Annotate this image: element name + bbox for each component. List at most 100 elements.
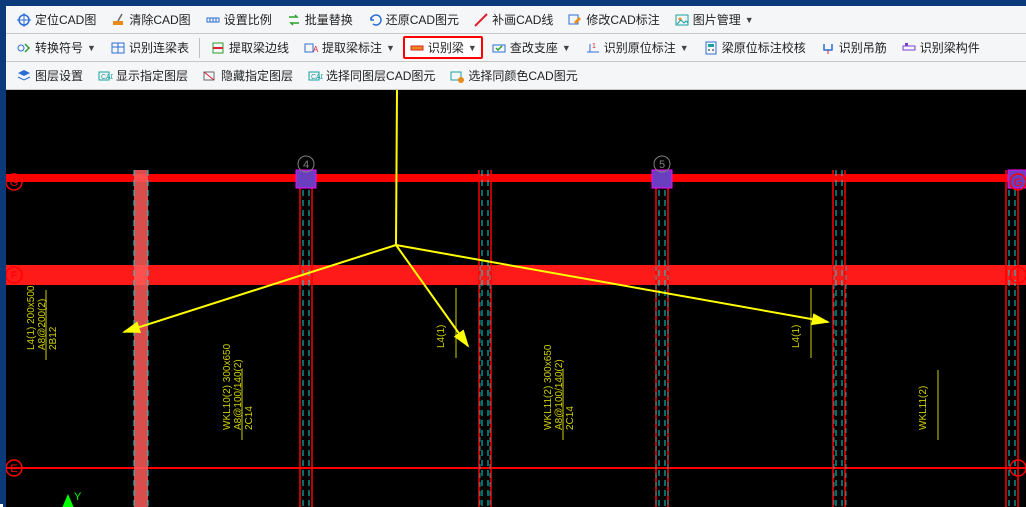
hide-layer-label: 隐藏指定图层 — [221, 67, 293, 84]
svg-text:WKL11(2) 300x650: WKL11(2) 300x650 — [543, 344, 554, 430]
rec-cont-beam-button[interactable]: 识别连梁表 — [104, 36, 195, 59]
edit-ann-icon — [567, 12, 583, 28]
rec-hanger-label: 识别吊筋 — [839, 39, 887, 56]
ruler-icon — [205, 12, 221, 28]
chevron-down-icon: ▼ — [680, 43, 689, 53]
svg-text:L4(1): L4(1) — [791, 325, 802, 348]
svg-text:CAD: CAD — [101, 74, 113, 81]
svg-text:2B12: 2B12 — [48, 326, 59, 350]
sel-same-layer-label: 选择同图层CAD图元 — [326, 67, 435, 84]
svg-text:WKL10(2) 300x650: WKL10(2) 300x650 — [222, 343, 233, 430]
locate-cad-label: 定位CAD图 — [35, 11, 96, 28]
svg-text:L4(1) 200x500: L4(1) 200x500 — [26, 285, 37, 350]
set-scale-button[interactable]: 设置比例 — [199, 8, 278, 31]
target-icon — [16, 12, 32, 28]
fill-cad-line-button[interactable]: 补画CAD线 — [467, 8, 559, 31]
extract-beam-edge-label: 提取梁边线 — [229, 39, 289, 56]
svg-text:2C14: 2C14 — [565, 406, 576, 430]
show-layer-button[interactable]: CAD显示指定图层 — [91, 64, 194, 87]
beam-orig-cal-button[interactable]: 梁原位标注校核 — [697, 36, 812, 59]
convert-symbol-button[interactable]: 转换符号 ▼ — [10, 36, 102, 59]
beam-orig-cal-label: 梁原位标注校核 — [722, 39, 806, 56]
line-icon — [473, 12, 489, 28]
clear-cad-button[interactable]: 清除CAD图 — [104, 8, 196, 31]
rec-orig-ann-button[interactable]: 1 识别原位标注 ▼ — [579, 36, 695, 59]
check-support-label: 查改支座 — [510, 39, 558, 56]
extract-edge-icon — [210, 40, 226, 56]
layer-settings-button[interactable]: 图层设置 — [10, 64, 89, 87]
svg-text:4: 4 — [303, 159, 309, 171]
restore-cad-button[interactable]: 还原CAD图元 — [361, 8, 465, 31]
sel-same-color-button[interactable]: 选择同颜色CAD图元 — [443, 64, 583, 87]
extract-ann-icon: A — [303, 40, 319, 56]
chevron-down-icon: ▼ — [562, 43, 571, 53]
svg-text:A8@100/140(2): A8@100/140(2) — [233, 359, 244, 430]
show-layer-label: 显示指定图层 — [116, 67, 188, 84]
fill-cad-line-label: 补画CAD线 — [492, 11, 553, 28]
undo-icon — [367, 12, 383, 28]
hanger-icon — [820, 40, 836, 56]
rec-hanger-button[interactable]: 识别吊筋 — [814, 36, 893, 59]
toolbar-row-3: 图层设置CAD显示指定图层隐藏指定图层CAD选择同图层CAD图元选择同颜色CAD… — [6, 62, 1026, 90]
hide-layer-button[interactable]: 隐藏指定图层 — [196, 64, 299, 87]
cad-canvas[interactable]: 4545GFECGCL4(1) 200x500A8@200(2)2B12WKL1… — [6, 90, 1026, 507]
extract-beam-ann-button[interactable]: A提取梁标注 ▼ — [297, 36, 401, 59]
svg-text:2C14: 2C14 — [244, 406, 255, 430]
swap-icon — [286, 12, 302, 28]
sel-same-layer-button[interactable]: CAD选择同图层CAD图元 — [301, 64, 441, 87]
check-icon — [491, 40, 507, 56]
show-icon: CAD — [97, 68, 113, 84]
svg-text:G: G — [1014, 177, 1023, 189]
set-scale-label: 设置比例 — [224, 11, 272, 28]
convert-symbol-label: 转换符号 — [35, 39, 83, 56]
svg-text:E: E — [10, 463, 17, 475]
rec-beam-comp-button[interactable]: 识别梁构件 — [895, 36, 986, 59]
svg-text:A8@200(2): A8@200(2) — [37, 299, 48, 350]
svg-text:G: G — [10, 177, 19, 189]
image-mgr-button[interactable]: 图片管理 ▼ — [668, 8, 760, 31]
clear-cad-label: 清除CAD图 — [129, 11, 190, 28]
batch-replace-label: 批量替换 — [305, 11, 353, 28]
svg-text:A8@100/140(2): A8@100/140(2) — [554, 359, 565, 430]
layer-settings-label: 图层设置 — [35, 67, 83, 84]
svg-text:L4(1): L4(1) — [436, 325, 447, 348]
toolbar-row-2: 转换符号 ▼ 识别连梁表 提取梁边线 A提取梁标注 ▼ 识别梁 ▼ 查改支座 ▼ 1 识别原位标注 ▼ 梁… — [6, 34, 1026, 62]
check-support-button[interactable]: 查改支座 ▼ — [485, 36, 577, 59]
sel-layer-icon: CAD — [307, 68, 323, 84]
batch-replace-button[interactable]: 批量替换 — [280, 8, 359, 31]
image-mgr-label: 图片管理 — [693, 11, 741, 28]
toolbar-row-1: 定位CAD图 清除CAD图 设置比例 批量替换 还原CAD图元 补画CAD线 修改CAD标注… — [6, 6, 1026, 34]
extract-beam-edge-button[interactable]: 提取梁边线 — [204, 36, 295, 59]
svg-text:1: 1 — [592, 43, 596, 50]
svg-text:A: A — [313, 45, 319, 54]
rec-orig-ann-label: 识别原位标注 — [604, 39, 676, 56]
svg-text:WKL11(2): WKL11(2) — [918, 386, 929, 430]
svg-text:F: F — [11, 270, 18, 282]
calc-icon — [703, 40, 719, 56]
convert-icon — [16, 40, 32, 56]
sel-same-color-label: 选择同颜色CAD图元 — [468, 67, 577, 84]
restore-cad-label: 还原CAD图元 — [386, 11, 459, 28]
chevron-down-icon: ▼ — [87, 43, 96, 53]
component-icon — [901, 40, 917, 56]
svg-text:CAD: CAD — [311, 74, 323, 81]
rec-beam-label: 识别梁 — [428, 39, 464, 56]
chevron-down-icon: ▼ — [745, 15, 754, 25]
locate-cad-button[interactable]: 定位CAD图 — [10, 8, 102, 31]
rec-beam-comp-label: 识别梁构件 — [920, 39, 980, 56]
edit-cad-ann-button[interactable]: 修改CAD标注 — [561, 8, 665, 31]
orig-ann-icon: 1 — [585, 40, 601, 56]
chevron-down-icon: ▼ — [386, 43, 395, 53]
rec-beam-button[interactable]: 识别梁 ▼ — [403, 36, 483, 59]
image-icon — [674, 12, 690, 28]
hide-icon — [202, 68, 218, 84]
edit-cad-ann-label: 修改CAD标注 — [586, 11, 659, 28]
chevron-down-icon: ▼ — [468, 43, 477, 53]
svg-text:Y: Y — [74, 491, 82, 503]
extract-beam-ann-label: 提取梁标注 — [322, 39, 382, 56]
beam-icon — [409, 40, 425, 56]
layers-icon — [16, 68, 32, 84]
sel-color-icon — [449, 68, 465, 84]
svg-text:5: 5 — [659, 159, 665, 171]
broom-icon — [110, 12, 126, 28]
